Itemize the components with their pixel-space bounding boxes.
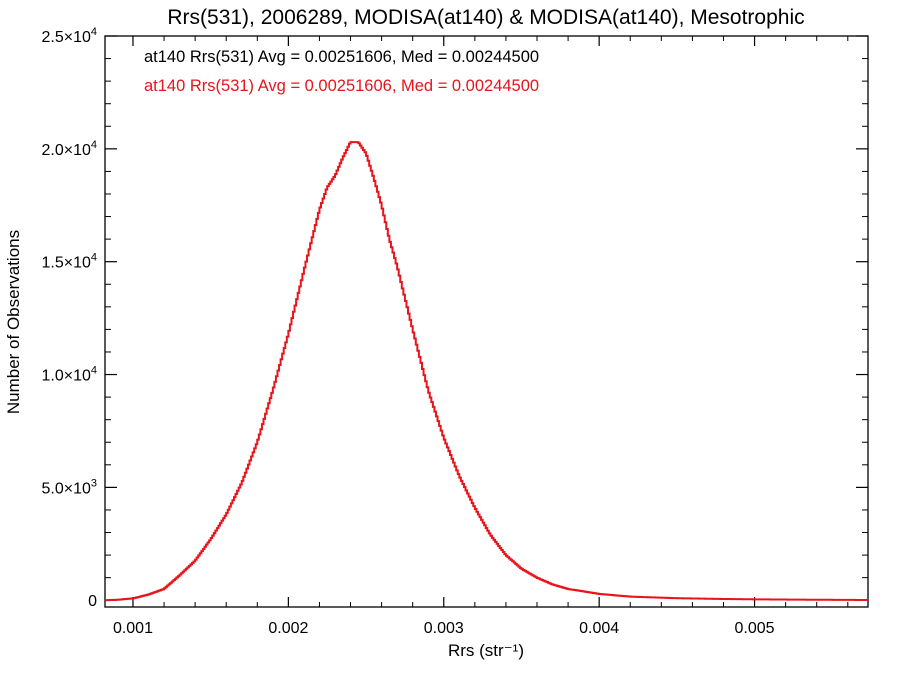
y-axis-label: Number of Observations: [4, 230, 23, 414]
series-layer: [105, 141, 868, 602]
y-tick-mantissa: 1.0×10: [41, 368, 90, 385]
x-tick-label: 0.003: [424, 620, 464, 637]
y-tick-exponent: 4: [91, 252, 97, 264]
y-tick-exponent: 4: [91, 139, 97, 151]
x-tick-label: 0.004: [579, 620, 619, 637]
y-tick-label: 0: [88, 593, 97, 610]
y-tick-label: 5.0×103: [41, 477, 97, 497]
y-tick-mantissa: 1.5×10: [41, 255, 90, 272]
y-tick-label: 1.5×104: [41, 252, 97, 272]
y-tick-mantissa: 2.0×10: [41, 142, 90, 159]
y-tick-exponent: 3: [91, 477, 97, 489]
y-tick-label: 2.5×104: [41, 26, 97, 46]
y-tick-exponent: 4: [91, 26, 97, 38]
y-tick-exponent: 4: [91, 365, 97, 377]
x-tick-label: 0.005: [735, 620, 775, 637]
x-axis-ticks: 0.001 0.002 0.003 0.004 0.005: [113, 36, 849, 637]
legend-entry-1: at140 Rrs(531) Avg = 0.00251606, Med = 0…: [144, 77, 539, 95]
legend: at140 Rrs(531) Avg = 0.00251606, Med = 0…: [144, 48, 539, 95]
x-tick-label: 0.002: [268, 620, 308, 637]
y-tick-mantissa: 2.5×10: [41, 29, 90, 46]
legend-entry-0: at140 Rrs(531) Avg = 0.00251606, Med = 0…: [144, 48, 539, 66]
plot-frame: [104, 35, 869, 608]
x-tick-label: 0.001: [113, 620, 153, 637]
y-tick-mantissa: 5.0×10: [41, 480, 90, 497]
y-tick-mantissa: 0: [88, 593, 97, 610]
y-tick-label: 2.0×104: [41, 139, 97, 159]
series-line-0: [105, 141, 868, 602]
y-tick-label: 1.0×104: [41, 365, 97, 385]
x-axis-label: Rrs (str⁻¹): [448, 641, 524, 660]
chart-title: Rrs(531), 2006289, MODISA(at140) & MODIS…: [167, 6, 804, 29]
